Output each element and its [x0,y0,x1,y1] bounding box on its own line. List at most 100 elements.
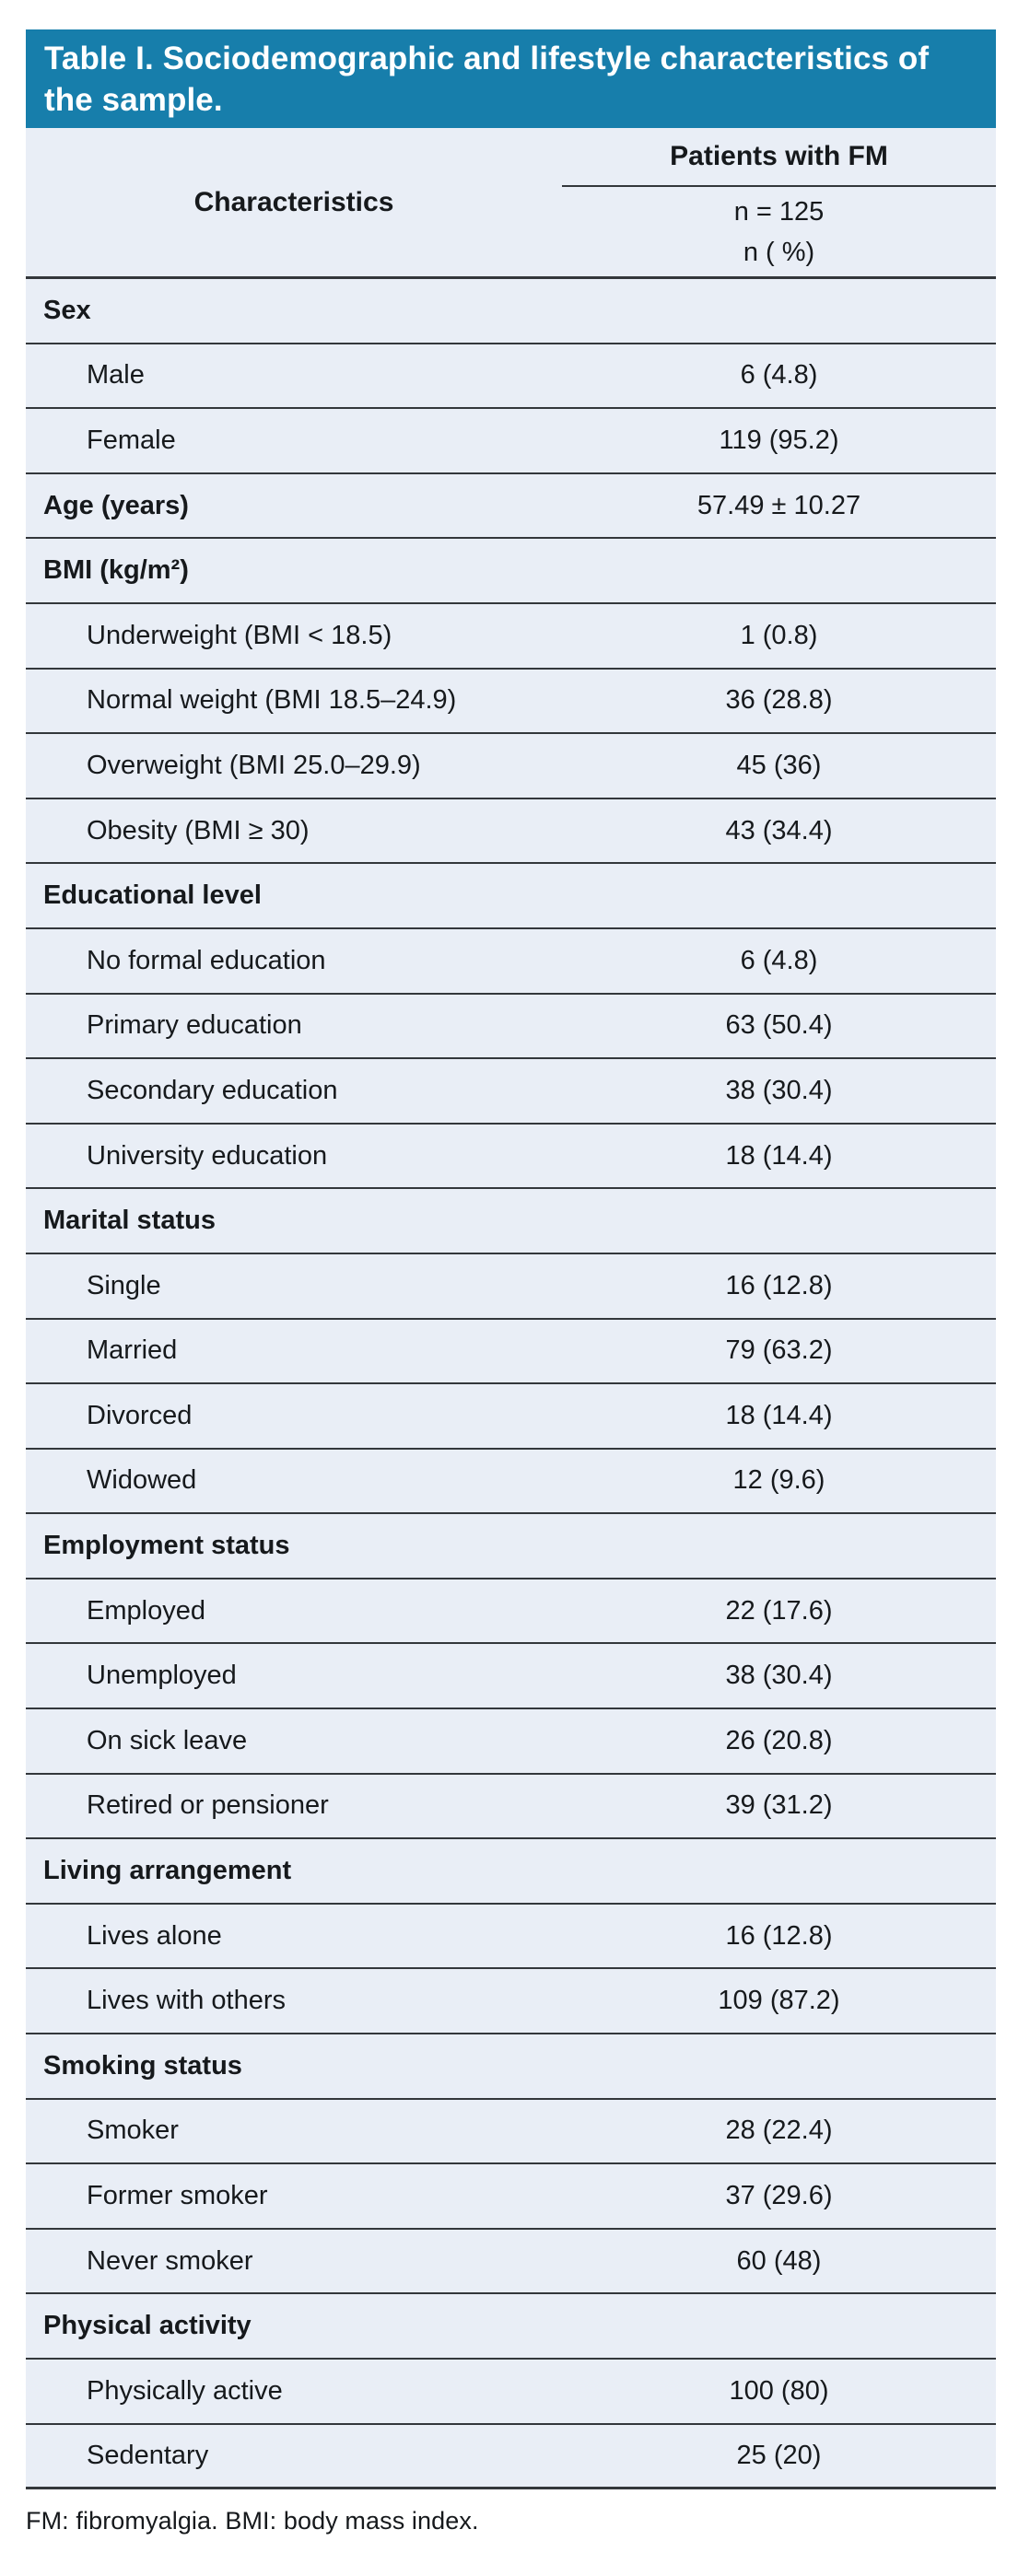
table-row: Physically active 100 (80) [26,2360,996,2425]
table-row: Marital status [26,1189,996,1254]
table-row: Former smoker 37 (29.6) [26,2164,996,2230]
row-label: Living arrangement [43,1856,292,1886]
row-label: Overweight (BMI 25.0–29.9) [87,750,421,780]
row-label: Single [87,1270,161,1300]
table-row: Physical activity [26,2294,996,2360]
table-row: Smoking status [26,2034,996,2100]
table-row: Unemployed 38 (30.4) [26,1644,996,1710]
table-row: Lives with others 109 (87.2) [26,1969,996,2035]
row-label: Retired or pensioner [87,1790,329,1821]
row-label: No formal education [87,945,326,975]
table-row: Obesity (BMI ≥ 30) 43 (34.4) [26,798,996,865]
row-value: 119 (95.2) [719,425,839,455]
table-row: Age (years) 57.49 ± 10.27 [26,473,996,540]
row-label: Widowed [87,1465,197,1496]
table-row: No formal education 6 (4.8) [26,928,996,995]
table-row: Single 16 (12.8) [26,1253,996,1320]
row-label: University education [87,1140,328,1171]
row-value: 37 (29.6) [725,2181,833,2211]
table-row: Male 6 (4.8) [26,344,996,410]
table-header: Characteristics Patients with FM n = 125… [26,128,996,279]
row-value: 60 (48) [736,2245,822,2276]
row-value: 38 (30.4) [725,1661,833,1691]
row-value: 79 (63.2) [725,1335,833,1366]
table-row: Retired or pensioner 39 (31.2) [26,1774,996,1840]
row-label: Age (years) [43,490,189,520]
row-value: 45 (36) [736,750,822,780]
row-value: 63 (50.4) [725,1010,833,1041]
table-row: Employment status [26,1514,996,1579]
row-value: 18 (14.4) [725,1400,833,1430]
row-label: Employment status [43,1531,290,1561]
patients-with-fm-label: Patients with FM [670,141,888,171]
row-label: Physically active [87,2375,283,2406]
row-label: Primary education [87,1010,302,1041]
row-label: Employed [87,1595,205,1626]
row-value: 25 (20) [736,2440,822,2470]
table-card: Table I. Sociodemographic and lifestyle … [26,29,996,2490]
table-row: Widowed 12 (9.6) [26,1449,996,1515]
table-row: Primary education 63 (50.4) [26,994,996,1060]
row-label: Male [87,360,145,390]
table-row: Employed 22 (17.6) [26,1579,996,1645]
table-row: Normal weight (BMI 18.5–24.9) 36 (28.8) [26,669,996,735]
row-value: 6 (4.8) [740,360,818,390]
row-label: Secondary education [87,1075,338,1105]
table-row: University education 18 (14.4) [26,1124,996,1190]
table-row: Never smoker 60 (48) [26,2229,996,2295]
row-label: Former smoker [87,2181,268,2211]
row-value: 16 (12.8) [725,1920,833,1951]
table-row: Secondary education 38 (30.4) [26,1059,996,1125]
table-row: BMI (kg/m²) [26,539,996,604]
row-label: Sedentary [87,2440,209,2470]
row-label: Marital status [43,1206,216,1236]
row-label: Obesity (BMI ≥ 30) [87,815,310,845]
row-label: Smoking status [43,2050,242,2081]
footnote: FM: fibromyalgia. BMI: body mass index. [26,2507,479,2535]
header-divider-line [562,185,996,187]
row-value: 12 (9.6) [732,1465,825,1496]
table-row: Underweight (BMI < 18.5) 1 (0.8) [26,603,996,670]
table-row: Sex [26,279,996,344]
row-label: Educational level [43,880,262,911]
table-row: Married 79 (63.2) [26,1319,996,1385]
row-value: 39 (31.2) [725,1790,833,1821]
table-row: Lives alone 16 (12.8) [26,1904,996,1970]
row-label: Underweight (BMI < 18.5) [87,620,392,650]
row-label: BMI (kg/m²) [43,555,189,586]
row-label: Female [87,425,176,455]
table-title: Table I. Sociodemographic and lifestyle … [26,29,996,128]
row-value: 100 (80) [729,2375,829,2406]
row-value: 36 (28.8) [725,685,833,716]
sample-size-label: n = 125 [733,197,825,227]
row-value: 18 (14.4) [725,1140,833,1171]
table-body: Sex Male 6 (4.8) Female 119 (95.2) Age (years… [26,279,996,2490]
row-label: Smoker [87,2116,179,2146]
row-label: Normal weight (BMI 18.5–24.9) [87,685,457,716]
table-row: Female 119 (95.2) [26,409,996,474]
row-label: Lives alone [87,1920,222,1951]
row-value: 28 (22.4) [725,2116,833,2146]
row-value: 22 (17.6) [725,1595,833,1626]
characteristics-header: Characteristics [193,186,394,217]
row-value: 57.49 ± 10.27 [696,490,861,520]
table-row: Living arrangement [26,1839,996,1905]
row-label: Lives with others [87,1986,286,2016]
row-label: Unemployed [87,1661,237,1691]
table-row: Smoker 28 (22.4) [26,2099,996,2165]
table-row: Sedentary 25 (20) [26,2424,996,2490]
row-value: 109 (87.2) [718,1986,840,2016]
row-value: 1 (0.8) [740,620,818,650]
row-label: Physical activity [43,2311,252,2341]
row-label: Married [87,1335,178,1366]
row-value: 16 (12.8) [725,1270,833,1300]
table-row: Divorced 18 (14.4) [26,1384,996,1450]
table-row: Overweight (BMI 25.0–29.9) 45 (36) [26,734,996,799]
table-row: Educational level [26,864,996,929]
row-value: 6 (4.8) [740,945,818,975]
n-percent-label: n ( %) [743,238,815,267]
row-value: 43 (34.4) [725,815,833,845]
row-label: Sex [43,295,91,325]
row-label: Divorced [87,1400,193,1430]
table-row: On sick leave 26 (20.8) [26,1709,996,1775]
